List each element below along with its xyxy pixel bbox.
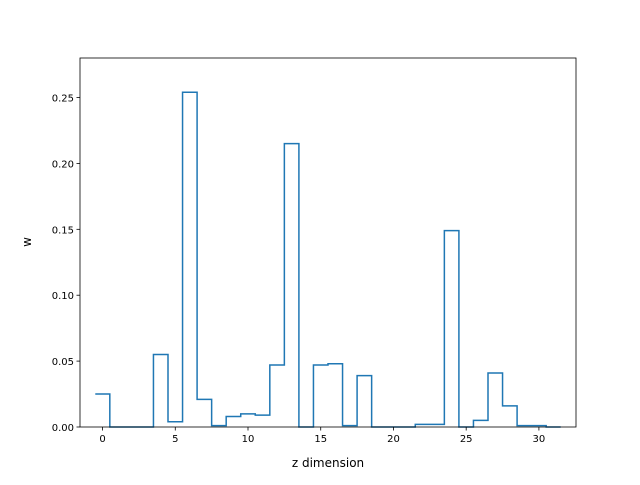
y-tick-label: 0.20 <box>52 159 74 170</box>
y-tick-label: 0.25 <box>52 94 74 105</box>
y-tick-label: 0.05 <box>52 357 74 368</box>
y-tick-label: 0.15 <box>52 225 74 236</box>
x-tick-label: 10 <box>242 434 255 445</box>
x-tick-label: 5 <box>172 434 178 445</box>
x-tick-label: 15 <box>314 434 327 445</box>
y-tick-label: 0.00 <box>52 423 74 434</box>
plot-background <box>80 58 576 427</box>
y-axis-label: w <box>20 237 34 247</box>
y-tick-label: 0.10 <box>52 291 74 302</box>
x-tick-label: 0 <box>99 434 105 445</box>
x-axis-label: z dimension <box>292 456 364 470</box>
x-tick-label: 30 <box>533 434 546 445</box>
x-tick-label: 20 <box>387 434 400 445</box>
plot-area <box>80 58 576 427</box>
x-tick-label: 25 <box>460 434 473 445</box>
